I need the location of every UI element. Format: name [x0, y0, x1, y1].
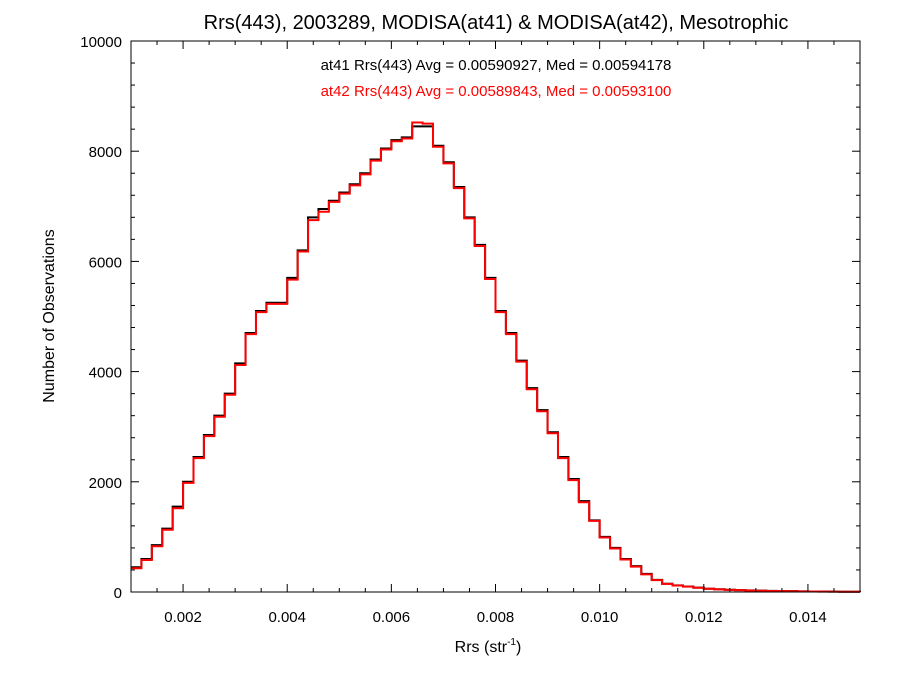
plot-frame: [130, 40, 861, 593]
x-tick-label: 0.006: [373, 609, 411, 626]
y-tick-label: 0: [114, 585, 122, 602]
annotation-at42: at42 Rrs(443) Avg = 0.00589843, Med = 0.…: [321, 83, 672, 100]
y-tick-label: 8000: [89, 144, 122, 161]
annotation-at41: at41 Rrs(443) Avg = 0.00590927, Med = 0.…: [321, 57, 672, 74]
x-tick-label: 0.012: [685, 609, 723, 626]
x-tick-label: 0.010: [581, 609, 619, 626]
tick-layer: [130, 40, 861, 593]
y-axis-label: Number of Observations: [41, 229, 58, 402]
chart-title: Rrs(443), 2003289, MODISA(at41) & MODISA…: [204, 12, 789, 34]
x-tick-label: 0.014: [789, 609, 827, 626]
series-line-at41: [131, 125, 861, 593]
x-tick-label: 0.004: [268, 609, 306, 626]
x-axis-label-close: ): [516, 639, 521, 656]
y-tick-label: 4000: [89, 365, 122, 382]
x-axis-label-superscript: -1: [507, 637, 516, 648]
series-layer: [131, 121, 861, 593]
y-tick-label: 6000: [89, 254, 122, 271]
x-axis-label-main: Rrs (str: [455, 639, 508, 656]
y-tick-label: 2000: [89, 475, 122, 492]
y-tick-label: 10000: [80, 34, 122, 51]
x-tick-label: 0.008: [477, 609, 515, 626]
x-tick-label: 0.002: [164, 609, 202, 626]
series-line-at42: [131, 121, 861, 593]
tick-label-layer: 0.002 0.004 0.006 0.008 0.010 0.012 0.014 0 2000…: [80, 34, 826, 626]
x-axis-label: Rrs (str-1): [455, 637, 522, 656]
